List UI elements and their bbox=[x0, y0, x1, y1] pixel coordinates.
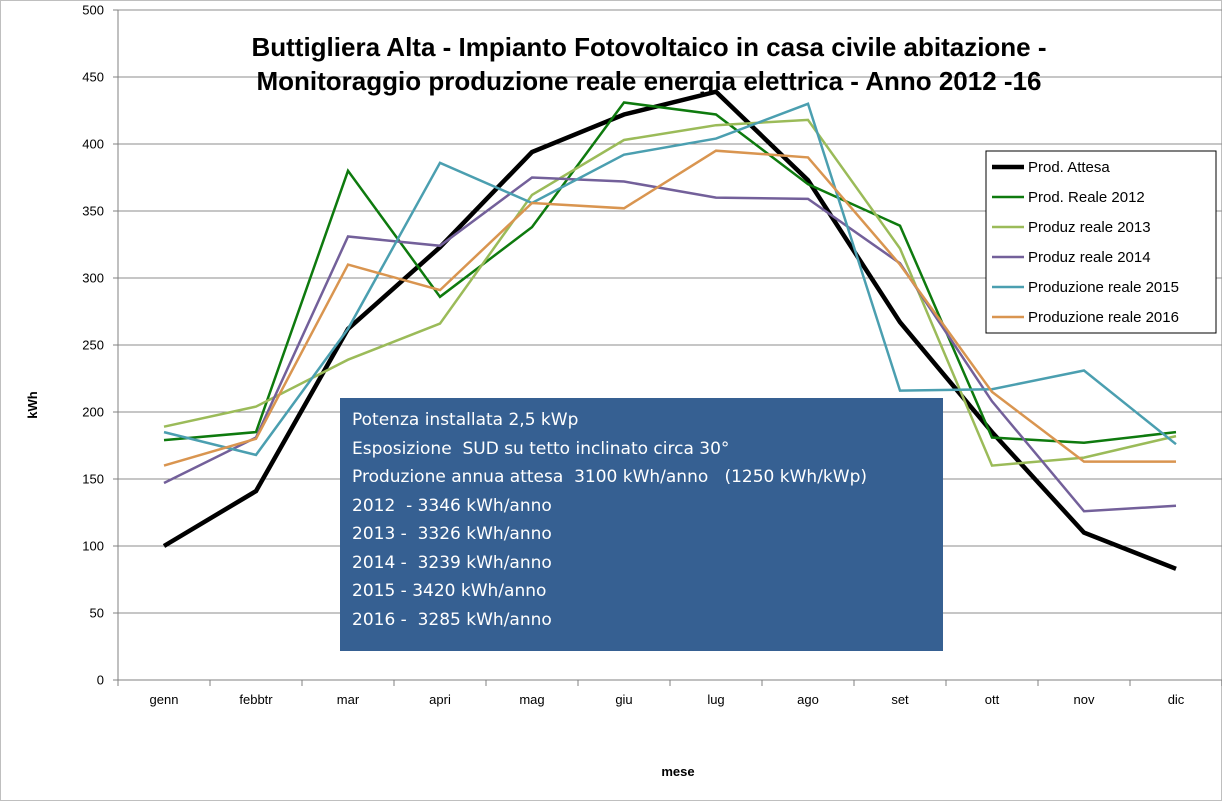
x-tick-label: set bbox=[891, 692, 909, 707]
x-tick-label: genn bbox=[150, 692, 179, 707]
y-tick-label: 150 bbox=[82, 472, 104, 487]
x-tick-label: mag bbox=[519, 692, 544, 707]
series-line bbox=[163, 118, 1177, 467]
y-tick-label: 200 bbox=[82, 405, 104, 420]
info-line: Produzione annua attesa 3100 kWh/anno (1… bbox=[352, 467, 868, 487]
x-tick-label: nov bbox=[1074, 692, 1095, 707]
info-box: Potenza installata 2,5 kWp Esposizione S… bbox=[340, 398, 943, 651]
info-line: 2013 - 3326 kWh/anno bbox=[352, 524, 552, 544]
y-tick-label: 0 bbox=[97, 673, 104, 688]
x-axis-title: mese bbox=[661, 764, 694, 779]
legend-label: Prod. Attesa bbox=[1028, 159, 1110, 176]
y-tick-label: 350 bbox=[82, 204, 104, 219]
y-tick-label: 50 bbox=[90, 606, 104, 621]
x-tick-label: mar bbox=[337, 692, 360, 707]
legend-label: Produzione reale 2015 bbox=[1028, 279, 1179, 296]
y-tick-label: 450 bbox=[82, 70, 104, 85]
x-tick-label: apri bbox=[429, 692, 451, 707]
series-line bbox=[163, 102, 1177, 457]
y-tick-label: 500 bbox=[82, 3, 104, 18]
y-tick-label: 100 bbox=[82, 539, 104, 554]
series-line bbox=[163, 101, 1177, 445]
info-line: 2014 - 3239 kWh/anno bbox=[352, 552, 552, 573]
chart-title: Buttigliera Alta - Impianto Fotovoltaico… bbox=[251, 32, 1046, 62]
y-tick-label: 250 bbox=[82, 338, 104, 353]
info-line: Potenza installata 2,5 kWp bbox=[352, 410, 579, 430]
y-axis-title: kWh bbox=[25, 391, 40, 419]
legend-box bbox=[985, 150, 1217, 334]
legend: Prod. Attesa Prod. Reale 2012 Produz reale… bbox=[985, 150, 1217, 334]
series-line bbox=[162, 89, 1177, 571]
legend-label: Produz reale 2014 bbox=[1028, 249, 1151, 266]
info-line: 2015 - 3420 kWh/anno bbox=[352, 581, 547, 601]
legend-label: Produz reale 2013 bbox=[1028, 219, 1151, 236]
y-tick-label: 300 bbox=[82, 271, 104, 286]
series-line bbox=[163, 149, 1176, 467]
y-tick-label: 400 bbox=[82, 137, 104, 152]
info-line: 2012 - 3346 kWh/anno bbox=[352, 495, 552, 516]
chart-title: Monitoraggio produzione reale energia el… bbox=[257, 66, 1042, 96]
legend-label: Prod. Reale 2012 bbox=[1028, 189, 1145, 206]
x-tick-label: giu bbox=[615, 692, 632, 707]
info-line: 2016 - 3285 kWh/anno bbox=[352, 609, 552, 630]
x-tick-label: ott bbox=[985, 692, 1000, 707]
info-line: Esposizione SUD su tetto inclinato circa… bbox=[352, 438, 730, 459]
series-line bbox=[163, 176, 1177, 513]
x-tick-label: lug bbox=[707, 692, 724, 707]
x-tick-label: ago bbox=[797, 692, 819, 707]
x-tick-label: dic bbox=[1168, 692, 1185, 707]
x-tick-label: febbtr bbox=[239, 692, 273, 707]
legend-label: Produzione reale 2016 bbox=[1028, 309, 1179, 326]
